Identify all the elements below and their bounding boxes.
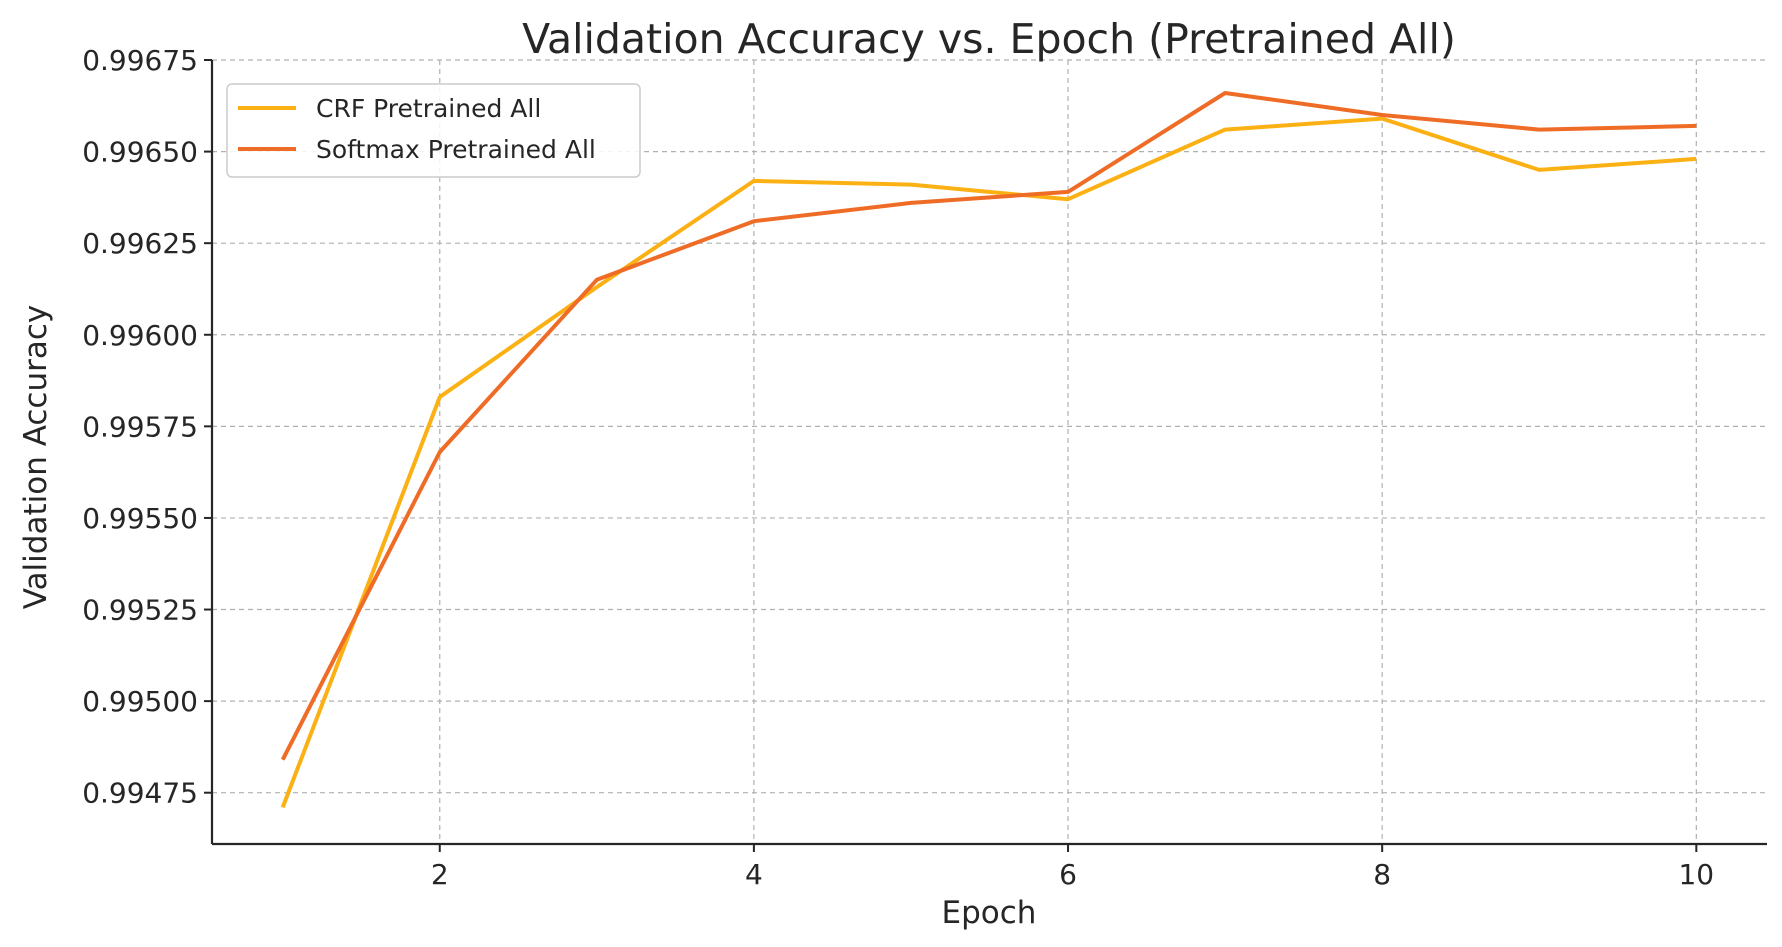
axes	[210, 60, 1767, 846]
y-tick-label: 0.99550	[82, 502, 198, 535]
legend: CRF Pretrained All Softmax Pretrained Al…	[226, 83, 641, 178]
y-tick-label: 0.99675	[82, 44, 198, 77]
series-line-softmax	[280, 91, 1697, 761]
axis-ticks: 0.99475 0.99500 0.99525 0.99550 0.99575 0.996…	[82, 44, 1714, 891]
legend-label-softmax: Softmax Pretrained All	[316, 135, 596, 164]
y-tick-label: 0.99500	[82, 685, 198, 718]
y-tick-label: 0.99475	[82, 777, 198, 810]
y-tick-label: 0.99525	[82, 594, 198, 627]
chart-title: Validation Accuracy vs. Epoch (Pretraine…	[522, 15, 1456, 63]
x-tick-label: 6	[1059, 858, 1077, 891]
series-line-crf	[280, 116, 1697, 809]
x-tick-label: 2	[431, 858, 449, 891]
y-axis-label: Validation Accuracy	[18, 305, 54, 609]
y-tick-label: 0.99600	[82, 319, 198, 352]
y-tick-label: 0.99650	[82, 136, 198, 169]
x-axis-label: Epoch	[942, 895, 1037, 931]
x-tick-label: 4	[745, 858, 763, 891]
legend-frame	[226, 83, 641, 178]
x-tick-label: 10	[1678, 858, 1714, 891]
y-tick-label: 0.99575	[82, 410, 198, 443]
legend-label-crf: CRF Pretrained All	[316, 94, 541, 123]
series-lines	[280, 91, 1697, 809]
y-tick-label: 0.99625	[82, 227, 198, 260]
x-tick-label: 8	[1373, 858, 1391, 891]
